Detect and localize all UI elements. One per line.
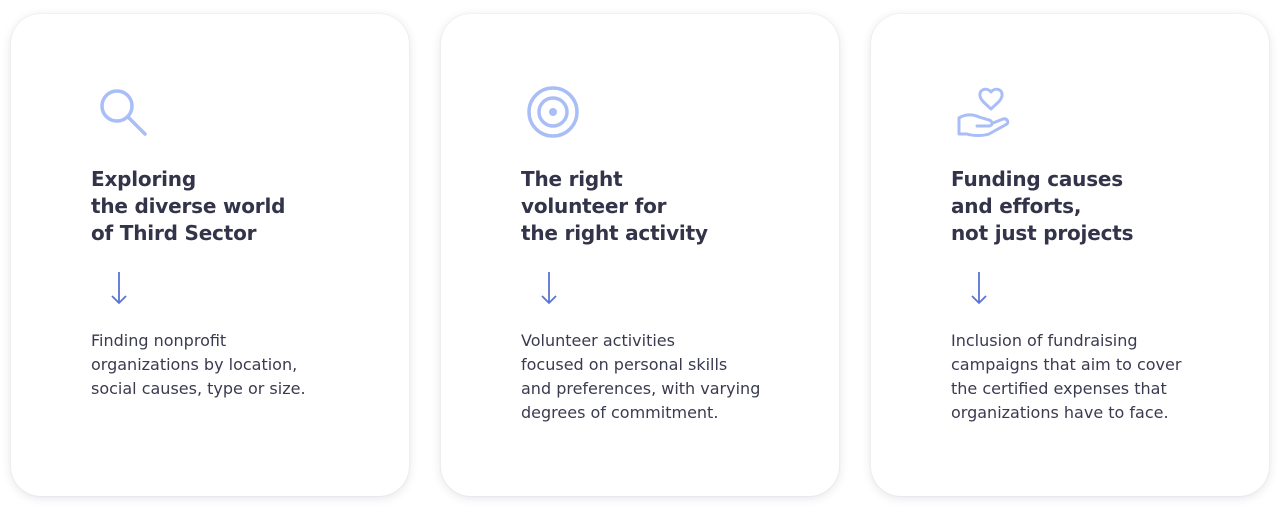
card-title: Exploring the diverse world of Third Sec… xyxy=(91,167,286,245)
card-title: Funding causes and efforts, not just pro… xyxy=(951,167,1134,245)
card-description: Finding nonprofit organizations by locat… xyxy=(91,331,306,398)
feature-card-volunteer: The right volunteer for the right activi… xyxy=(441,14,839,496)
arrow-down-icon xyxy=(969,270,989,306)
magnifying-glass-icon xyxy=(95,84,151,140)
feature-card-funding: Funding causes and efforts, not just pro… xyxy=(871,14,1269,496)
target-icon xyxy=(525,84,581,140)
arrow-down-icon xyxy=(109,270,129,306)
card-title: The right volunteer for the right activi… xyxy=(521,167,708,245)
arrow-down-icon xyxy=(539,270,559,306)
card-description: Volunteer activities focused on personal… xyxy=(521,331,761,422)
feature-card-explore: Exploring the diverse world of Third Sec… xyxy=(11,14,409,496)
hand-heart-icon xyxy=(955,84,1011,140)
card-description: Inclusion of fundraising campaigns that … xyxy=(951,331,1182,422)
